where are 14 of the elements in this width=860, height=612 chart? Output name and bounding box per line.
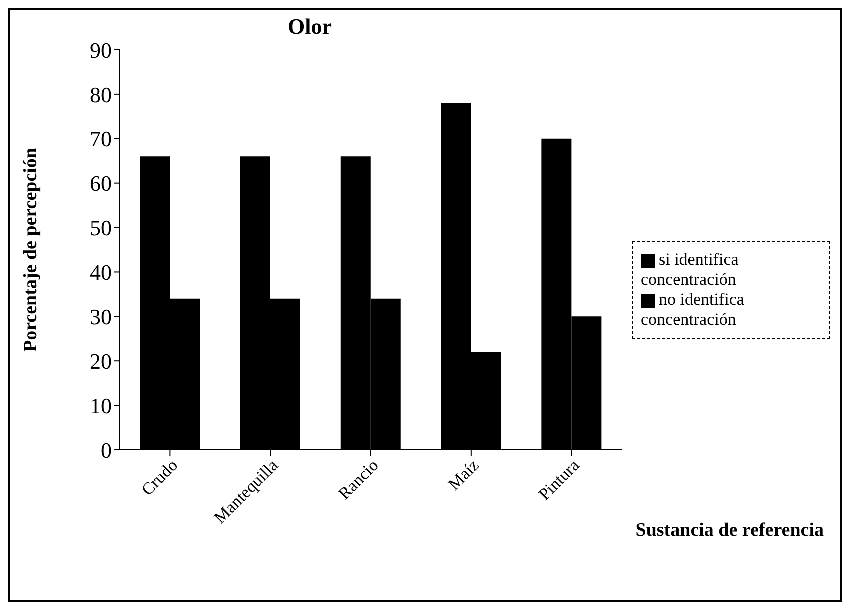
y-tick-label: 20 xyxy=(90,348,112,374)
legend-label: no identifica concentración xyxy=(641,290,744,329)
y-tick-label: 0 xyxy=(101,438,112,463)
y-tick-label: 30 xyxy=(90,304,112,330)
y-tick-label: 10 xyxy=(90,393,112,418)
y-tick-label: 50 xyxy=(90,216,112,241)
x-axis-title: Sustancia de referencia xyxy=(636,520,824,542)
y-tick-label: 40 xyxy=(90,260,112,286)
y-axis-title: Porcentaje de percepción xyxy=(20,148,42,352)
chart-title: Olor xyxy=(288,14,332,39)
y-tick-label: 60 xyxy=(90,171,112,196)
y-tick-label: 70 xyxy=(90,126,112,152)
y-tick-label: 80 xyxy=(90,82,112,108)
y-tick-label: 90 xyxy=(90,38,112,63)
